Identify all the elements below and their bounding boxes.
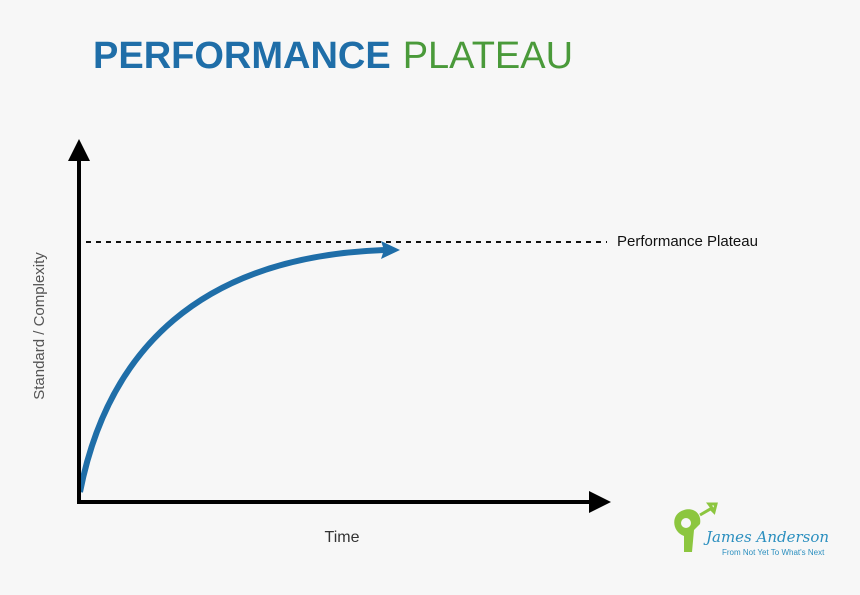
title-light: PLATEAU [403, 35, 573, 77]
y-axis-arrowhead [68, 139, 90, 161]
logo-arrow [699, 502, 718, 517]
title-bold: PERFORMANCE [93, 35, 391, 77]
x-axis-label: Time [325, 529, 360, 546]
y-axis-label: Standard / Complexity [31, 252, 48, 400]
x-axis-arrowhead [589, 491, 611, 513]
plateau-label: Performance Plateau [617, 233, 758, 250]
growth-curve [77, 247, 387, 493]
logo: James Anderson From Not Yet To What's Ne… [674, 502, 829, 557]
logo-eye [681, 518, 691, 528]
logo-tagline: From Not Yet To What's Next [722, 548, 825, 557]
logo-name: James Anderson [703, 528, 829, 546]
logo-head [674, 509, 701, 552]
title: PERFORMANCE PLATEAU [93, 35, 573, 77]
curve-arrowhead [381, 241, 400, 259]
